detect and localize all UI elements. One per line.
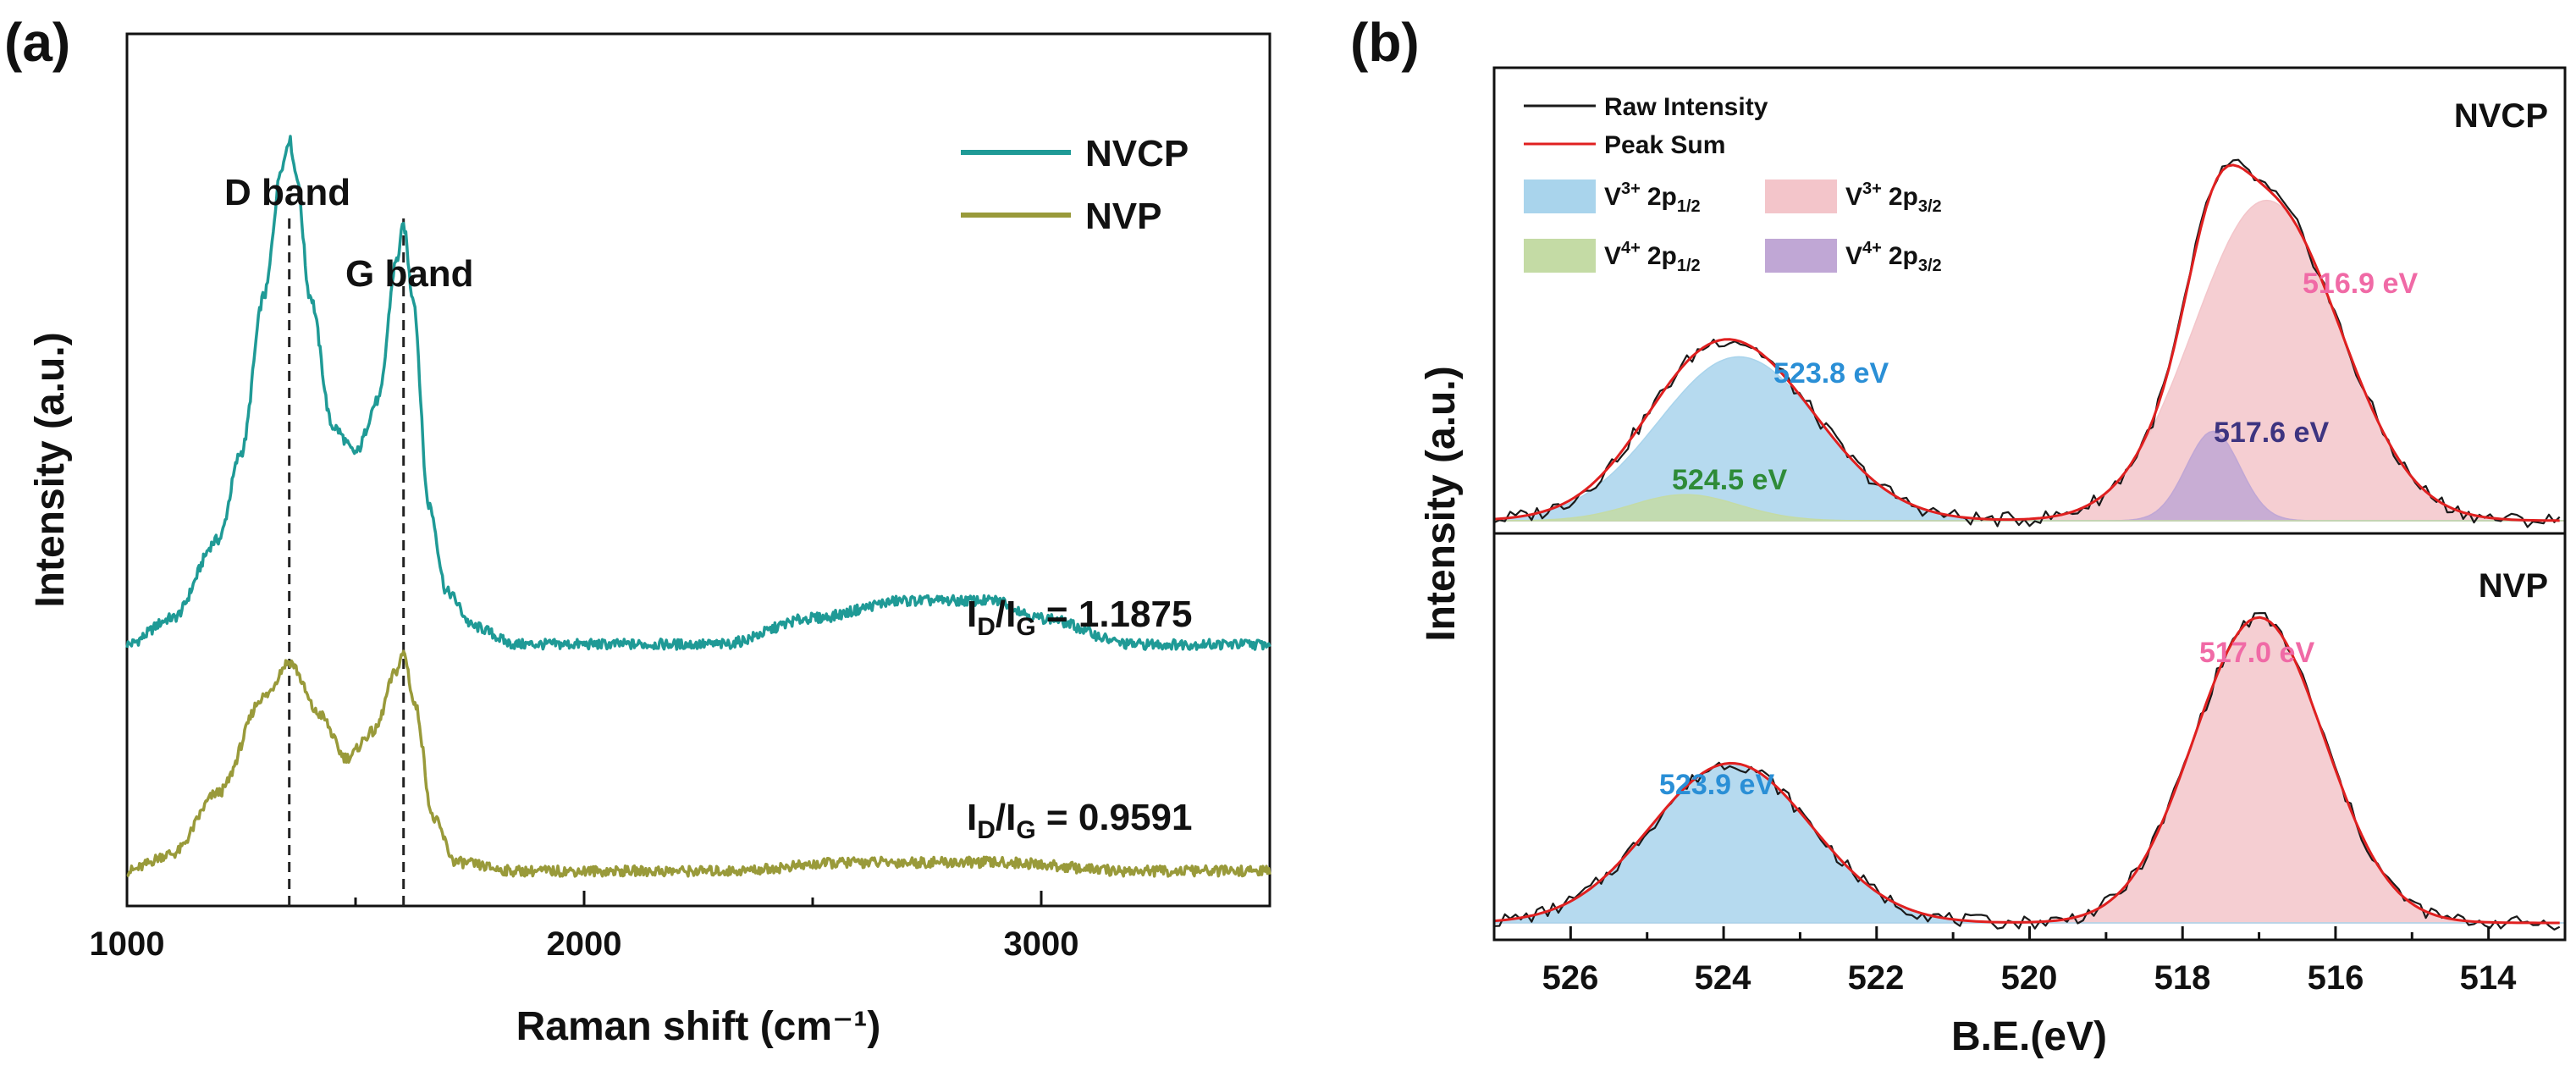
- g-band-label: G band: [345, 253, 474, 295]
- xps-x-tick-526: 526: [1542, 959, 1599, 997]
- panel-b-label: (b): [1350, 12, 1420, 73]
- legend-swatch-v4-2p12: [1524, 239, 1596, 273]
- peak-sum-line: [1493, 163, 2560, 522]
- xps-nvp-subplot: [1493, 612, 2565, 931]
- sample-tag-nvcp: NVCP: [2454, 97, 2548, 135]
- raman-plot-frame: [125, 32, 1271, 908]
- legend-swatch-v3-2p12: [1524, 180, 1596, 213]
- xps-x-ticks: [1569, 926, 2491, 940]
- raman-x-tick-2000: 2000: [547, 925, 622, 963]
- peak-label-517-6: 517.6 eV: [2214, 417, 2329, 449]
- xps-x-axis-title: B.E.(eV): [1951, 1014, 2107, 1059]
- xps-plot: NVCP NVP Raw Intensity Peak Sum V3+ 2p1/2…: [1419, 66, 2567, 1059]
- peak-label-524-5: 524.5 eV: [1672, 464, 1787, 496]
- legend-swatch-v3-2p32: [1765, 180, 1837, 213]
- series-line-nvp: [126, 649, 1271, 878]
- raman-x-axis-title: Raman shift (cm⁻¹): [516, 1004, 881, 1049]
- legend-label-v3-2p12: V3+ 2p1/2: [1604, 180, 1701, 216]
- raman-curves: [125, 135, 1271, 878]
- legend-swatch-v4-2p32: [1765, 239, 1837, 273]
- xps-legend: Raw Intensity Peak Sum V3+ 2p1/2 V3+ 2p3/2…: [1524, 93, 1942, 275]
- series-line-nvcp: [125, 135, 1271, 651]
- legend-label-raw: Raw Intensity: [1604, 93, 1768, 121]
- ratio-label-nvp: ID/IG = 0.9591: [967, 797, 1192, 844]
- xps-nvcp-subplot: [1493, 158, 2566, 528]
- legend-label-v4-2p12: V4+ 2p1/2: [1604, 239, 1701, 275]
- band-position-lines: [288, 218, 405, 906]
- xps-y-axis-title: Intensity (a.u.): [1419, 366, 1464, 641]
- legend-label-v4-2p32: V4+ 2p3/2: [1845, 239, 1942, 275]
- legend-label-v3-2p32: V3+ 2p3/2: [1845, 180, 1942, 216]
- peak-label-517-0: 517.0 eV: [2199, 637, 2314, 669]
- xps-x-tick-524: 524: [1695, 959, 1751, 997]
- legend-label-nvp: NVP: [1085, 196, 1161, 237]
- panel-a-label: (a): [4, 12, 70, 73]
- peak-label-523-9: 523.9 eV: [1659, 769, 1774, 801]
- raman-x-tick-3000: 3000: [1004, 925, 1079, 963]
- peak-label-523-8: 523.8 eV: [1773, 357, 1889, 389]
- peak-label-516-9: 516.9 eV: [2303, 268, 2418, 300]
- xps-x-tick-518: 518: [2154, 959, 2211, 997]
- d-band-label: D band: [224, 172, 350, 213]
- xps-x-tick-516: 516: [2308, 959, 2364, 997]
- raman-x-tick-1000: 1000: [90, 925, 165, 963]
- raman-y-axis-title: Intensity (a.u.): [28, 332, 73, 607]
- legend-label-peak-sum: Peak Sum: [1604, 131, 1725, 159]
- component-v4-2p1-2: [1493, 494, 2565, 522]
- ratio-label-nvcp: ID/IG = 1.1875: [967, 594, 1192, 641]
- peak-sum-line: [1493, 616, 2560, 925]
- xps-x-tick-520: 520: [2001, 959, 2058, 997]
- sample-tag-nvp: NVP: [2479, 567, 2548, 605]
- legend-label-nvcp: NVCP: [1085, 133, 1189, 174]
- raman-plot: D band G band NVCP NVP ID/IG = 1.1875 ID…: [28, 32, 1271, 1049]
- xps-x-tick-514: 514: [2460, 959, 2517, 997]
- xps-x-tick-522: 522: [1848, 959, 1905, 997]
- raman-x-ticks: [125, 891, 1043, 906]
